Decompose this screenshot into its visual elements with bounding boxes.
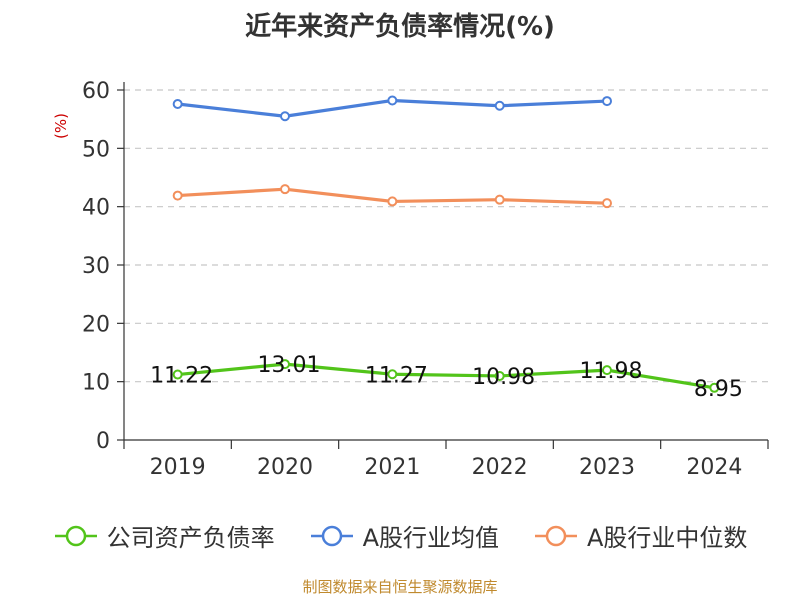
legend-item-industry-median[interactable]: A股行业中位数 (533, 518, 747, 553)
x-tick-label: 2024 (686, 455, 742, 480)
data-point[interactable] (602, 365, 612, 376)
axes: 0 10 20 30 40 50 60 2019 2020 2021 2022 2023 2024 (82, 79, 769, 480)
series-lines (172, 95, 720, 393)
source-note: 制图数据来自恒生聚源数据库 (302, 578, 498, 596)
y-tick-label: 10 (82, 371, 110, 396)
data-point[interactable] (387, 95, 398, 106)
data-labels: 11.22 13.01 11.27 10.98 11.98 8.95 (150, 353, 743, 402)
y-tick-label: 60 (82, 79, 110, 104)
data-point[interactable] (172, 99, 183, 109)
legend-label: 公司资产负债率 (106, 524, 275, 552)
data-point[interactable] (494, 194, 505, 205)
legend-marker-icon (54, 525, 97, 546)
x-tick-label: 2023 (579, 455, 635, 480)
series-line (177, 362, 715, 390)
legend-label: A股行业中位数 (587, 524, 748, 552)
data-point[interactable] (494, 100, 505, 111)
legend-item-company[interactable]: 公司资产负债率 (53, 518, 275, 553)
x-tick-label: 2022 (472, 455, 528, 480)
data-label: 8.95 (694, 377, 743, 402)
legend-marker-icon (535, 525, 577, 546)
data-point[interactable] (387, 196, 398, 207)
legend: 公司资产负债率 A股行业均值 A股行业中位数 (0, 518, 800, 553)
line-chart: 0 10 20 30 40 50 60 2019 2020 2021 2022 2023 2024 11… (52, 79, 769, 480)
x-tick-label: 2020 (257, 455, 313, 480)
data-label: 11.27 (365, 363, 428, 388)
x-tick-label: 2019 (150, 455, 206, 480)
data-point[interactable] (280, 111, 290, 122)
data-point[interactable] (172, 369, 183, 380)
data-point[interactable] (602, 198, 612, 209)
data-point[interactable] (280, 184, 290, 195)
chart-title: 近年来资产负债率情况(%) (245, 12, 555, 42)
legend-item-industry-mean[interactable]: A股行业均值 (309, 518, 499, 553)
data-label: 10.98 (472, 365, 535, 390)
data-label: 11.98 (580, 359, 643, 384)
data-point[interactable] (387, 369, 398, 380)
y-tick-label: 20 (82, 312, 110, 337)
y-axis-label: (%) (52, 113, 70, 139)
legend-marker-icon (310, 525, 353, 546)
y-tick-label: 0 (96, 429, 110, 454)
data-point[interactable] (709, 382, 720, 393)
y-tick-label: 30 (82, 254, 110, 279)
data-point[interactable] (280, 359, 290, 370)
data-label: 11.22 (150, 364, 213, 389)
y-tick-label: 50 (82, 137, 110, 162)
data-point[interactable] (494, 370, 505, 381)
legend-label: A股行业均值 (362, 524, 499, 552)
grid-lines (124, 89, 768, 383)
data-label: 13.01 (258, 353, 321, 378)
x-tick-label: 2021 (364, 455, 420, 480)
y-tick-label: 40 (82, 196, 110, 221)
data-point[interactable] (172, 190, 183, 201)
data-point[interactable] (602, 96, 612, 107)
